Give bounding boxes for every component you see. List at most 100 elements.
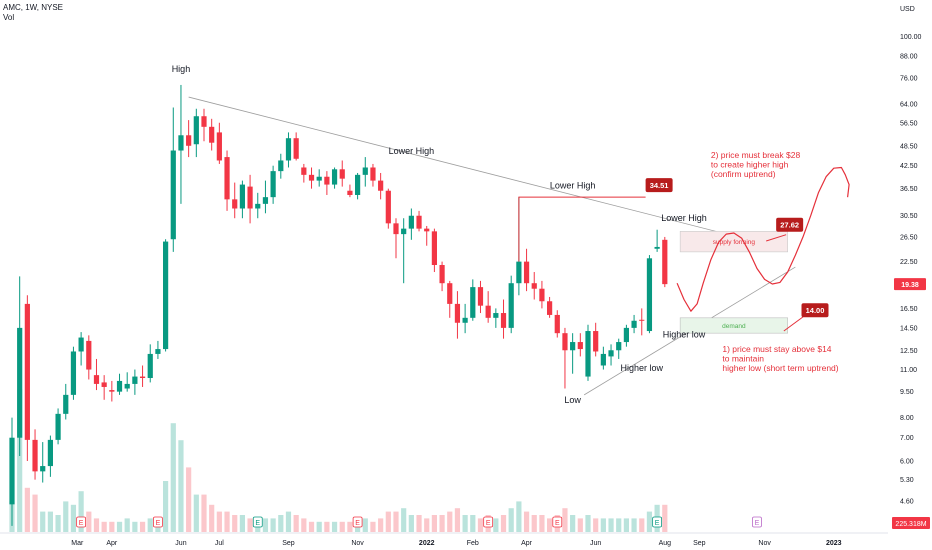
candle[interactable] bbox=[116, 373, 123, 395]
candle[interactable] bbox=[631, 314, 637, 334]
candle[interactable] bbox=[47, 435, 53, 477]
candle[interactable] bbox=[462, 303, 468, 334]
candle[interactable] bbox=[562, 327, 568, 389]
candle[interactable] bbox=[247, 174, 253, 224]
candle[interactable] bbox=[70, 346, 77, 400]
candle[interactable] bbox=[439, 261, 445, 292]
candle[interactable] bbox=[355, 172, 361, 200]
candle[interactable] bbox=[662, 236, 668, 288]
last-price-tag[interactable] bbox=[894, 278, 926, 291]
candle[interactable] bbox=[370, 163, 376, 187]
candle[interactable] bbox=[40, 442, 46, 483]
candle[interactable] bbox=[293, 132, 299, 161]
candle[interactable] bbox=[608, 344, 614, 366]
earnings-marker[interactable] bbox=[652, 516, 663, 528]
candle[interactable] bbox=[255, 192, 261, 219]
earnings-marker[interactable] bbox=[752, 516, 762, 528]
candle[interactable] bbox=[523, 248, 530, 292]
candle[interactable] bbox=[24, 295, 30, 461]
candle[interactable] bbox=[454, 291, 461, 339]
candle[interactable] bbox=[239, 180, 245, 219]
earnings-marker[interactable] bbox=[552, 516, 563, 528]
volume-tag[interactable] bbox=[892, 517, 930, 529]
candle[interactable] bbox=[216, 122, 222, 164]
candle[interactable] bbox=[401, 218, 407, 284]
candle[interactable] bbox=[539, 280, 545, 309]
candle[interactable] bbox=[285, 132, 292, 168]
candle[interactable] bbox=[308, 167, 315, 189]
supply-zone[interactable] bbox=[679, 231, 788, 253]
candle[interactable] bbox=[155, 340, 161, 359]
candle[interactable] bbox=[654, 229, 660, 252]
candle[interactable] bbox=[147, 344, 153, 383]
candle[interactable] bbox=[193, 108, 199, 158]
earnings-marker[interactable] bbox=[252, 516, 263, 528]
candle[interactable] bbox=[339, 160, 345, 187]
candle[interactable] bbox=[623, 324, 629, 347]
candle[interactable] bbox=[431, 228, 437, 273]
candle[interactable] bbox=[232, 182, 238, 219]
earnings-marker[interactable] bbox=[483, 516, 494, 528]
candle[interactable] bbox=[477, 280, 484, 314]
candle[interactable] bbox=[186, 120, 192, 158]
candle[interactable] bbox=[554, 310, 560, 338]
symbol-title[interactable]: AMC, 1W, NYSE bbox=[3, 3, 64, 12]
descending-trendline[interactable] bbox=[188, 96, 773, 247]
candle[interactable] bbox=[408, 208, 414, 240]
candle[interactable] bbox=[639, 308, 645, 336]
candle[interactable] bbox=[9, 417, 15, 526]
candle[interactable] bbox=[139, 365, 146, 387]
earnings-marker[interactable] bbox=[352, 516, 363, 528]
candle[interactable] bbox=[600, 346, 606, 370]
candle[interactable] bbox=[585, 324, 591, 381]
candle[interactable] bbox=[362, 157, 368, 187]
candle[interactable] bbox=[93, 358, 100, 391]
candle[interactable] bbox=[447, 280, 453, 318]
candle[interactable] bbox=[17, 276, 23, 457]
candle[interactable] bbox=[616, 338, 622, 359]
candle[interactable] bbox=[124, 372, 130, 392]
candle[interactable] bbox=[316, 169, 322, 187]
candle[interactable] bbox=[201, 108, 207, 142]
candle[interactable] bbox=[593, 322, 599, 357]
candle[interactable] bbox=[55, 408, 61, 445]
candle[interactable] bbox=[163, 239, 169, 352]
candle[interactable] bbox=[63, 383, 69, 420]
candle[interactable] bbox=[78, 332, 84, 366]
candle[interactable] bbox=[331, 167, 338, 189]
candle[interactable] bbox=[178, 84, 184, 204]
candle[interactable] bbox=[493, 308, 499, 328]
candle[interactable] bbox=[547, 296, 553, 318]
candle[interactable] bbox=[270, 165, 276, 204]
candle[interactable] bbox=[470, 279, 476, 321]
candle[interactable] bbox=[170, 107, 176, 252]
candle[interactable] bbox=[347, 184, 353, 198]
candle[interactable] bbox=[262, 180, 269, 214]
candle[interactable] bbox=[86, 335, 92, 380]
candle[interactable] bbox=[393, 218, 399, 259]
candle[interactable] bbox=[209, 118, 215, 151]
candle[interactable] bbox=[32, 429, 38, 480]
candle[interactable] bbox=[500, 299, 507, 339]
candle[interactable] bbox=[385, 188, 391, 229]
candle[interactable] bbox=[424, 225, 430, 246]
projected-path[interactable] bbox=[676, 166, 850, 312]
candle[interactable] bbox=[224, 150, 230, 211]
earnings-marker[interactable] bbox=[76, 516, 87, 528]
earnings-marker[interactable] bbox=[153, 516, 163, 528]
candle[interactable] bbox=[646, 255, 653, 334]
candle[interactable] bbox=[378, 172, 384, 200]
candle[interactable] bbox=[416, 210, 422, 232]
volume-indicator-label[interactable]: Vol bbox=[3, 13, 15, 22]
candle[interactable] bbox=[531, 272, 537, 300]
candle[interactable] bbox=[101, 375, 107, 400]
candle[interactable] bbox=[577, 333, 583, 357]
demand-zone[interactable] bbox=[679, 317, 788, 334]
candle[interactable] bbox=[109, 380, 115, 402]
candle[interactable] bbox=[301, 163, 307, 183]
candle[interactable] bbox=[278, 153, 284, 179]
candle[interactable] bbox=[570, 333, 576, 374]
candle[interactable] bbox=[485, 291, 491, 323]
candle[interactable] bbox=[132, 369, 138, 395]
